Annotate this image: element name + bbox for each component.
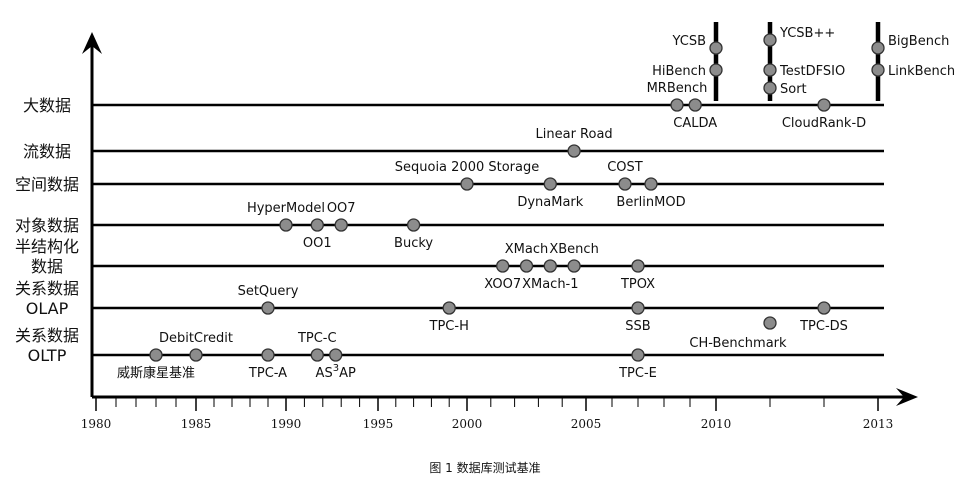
row-label-3: 对象数据 bbox=[15, 216, 79, 235]
benchmark-dot-tpc-ds bbox=[817, 301, 831, 315]
benchmark-label-bucky: Bucky bbox=[394, 236, 433, 251]
benchmark-label-ycsb: YCSB bbox=[672, 34, 706, 49]
benchmark-dot-linkbench bbox=[871, 63, 885, 77]
benchmark-label-tpc-c: TPC-C bbox=[297, 331, 337, 346]
benchmark-label-hibench: HiBench bbox=[652, 64, 706, 79]
x-tick-label-1990: 1990 bbox=[271, 417, 302, 431]
benchmark-dot-debitcredit bbox=[189, 348, 203, 362]
benchmark-label-testdfsio: TestDFSIO bbox=[779, 64, 845, 79]
benchmark-label-linkbench: LinkBench bbox=[888, 64, 955, 79]
benchmark-label-tpc-ds: TPC-DS bbox=[799, 319, 848, 334]
benchmark-dot-as-ap bbox=[329, 348, 343, 362]
benchmark-dot-sort bbox=[763, 81, 777, 95]
benchmark-label-cost: COST bbox=[607, 160, 643, 175]
row-label-0: 大数据 bbox=[23, 96, 71, 115]
benchmark-label-tpc-e: TPC-E bbox=[618, 366, 657, 381]
benchmark-dot-xbench bbox=[567, 259, 581, 273]
benchmark-dot-hibench bbox=[709, 63, 723, 77]
benchmark-dot-berlinmod bbox=[644, 177, 658, 191]
benchmark-dot-oo7 bbox=[334, 218, 348, 232]
benchmark-label-ycsb: YCSB++ bbox=[779, 26, 835, 41]
row-label-6-0: 关系数据 bbox=[15, 326, 79, 345]
benchmark-dot-xmach-1 bbox=[543, 259, 557, 273]
benchmark-dot-bucky bbox=[406, 218, 421, 232]
row-label-1: 流数据 bbox=[23, 142, 71, 161]
benchmark-dot-linear-road bbox=[567, 144, 581, 158]
x-tick-label-2005: 2005 bbox=[571, 417, 602, 431]
row-label-4-1: 数据 bbox=[31, 257, 63, 276]
benchmark-dot-tpc-h bbox=[442, 301, 456, 315]
benchmark-dot-ycsb bbox=[763, 33, 777, 47]
benchmark-label-xbench: XBench bbox=[549, 242, 598, 257]
benchmark-label-setquery: SetQuery bbox=[238, 284, 299, 299]
benchmark-dot-xmach bbox=[519, 259, 534, 273]
axes: 1980 1985 1990 1995 2000 2005 2010 2013 bbox=[81, 32, 918, 431]
x-tick-label-2010: 2010 bbox=[701, 417, 732, 431]
x-tick-label-2000: 2000 bbox=[452, 417, 483, 431]
benchmark-label-oo1: OO1 bbox=[303, 236, 332, 251]
benchmark-label-calda: CALDA bbox=[673, 116, 717, 131]
benchmark-dot-ssb bbox=[631, 301, 645, 315]
benchmark-label-tpox: TPOX bbox=[620, 277, 655, 292]
benchmark-label-sequoia-2000-storage: Sequoia 2000 Storage bbox=[395, 160, 540, 175]
x-tick-label-1995: 1995 bbox=[363, 417, 394, 431]
benchmark-dot-hypermodel bbox=[279, 218, 293, 232]
x-tick-label-2013: 2013 bbox=[863, 417, 894, 431]
benchmark-dot-dynamark bbox=[543, 177, 557, 191]
benchmark-dot-oo1 bbox=[310, 218, 324, 232]
x-axis-arrow bbox=[896, 388, 918, 406]
figure-caption: 图 1 数据库测试基准 bbox=[429, 460, 540, 475]
benchmark-label-berlinmod: BerlinMOD bbox=[616, 195, 685, 210]
benchmark-dot-testdfsio bbox=[763, 63, 777, 77]
benchmark-label-debitcredit: DebitCredit bbox=[159, 331, 233, 346]
row-label-4-0: 半结构化 bbox=[15, 237, 79, 256]
benchmark-dot-cost bbox=[618, 177, 632, 191]
benchmark-dot-bigbench bbox=[871, 41, 885, 55]
benchmark-label-oo7: OO7 bbox=[327, 201, 356, 216]
row-label-2: 空间数据 bbox=[15, 175, 79, 194]
benchmark-label-sort: Sort bbox=[780, 82, 807, 97]
benchmark-dot-ycsb bbox=[709, 41, 723, 55]
x-tick-label-1980: 1980 bbox=[81, 417, 112, 431]
benchmark-dot-calda bbox=[688, 98, 702, 112]
benchmark-label-tpc-a: TPC-A bbox=[248, 366, 287, 381]
benchmark-label-linear-road: Linear Road bbox=[536, 127, 613, 142]
benchmark-dot-item bbox=[149, 348, 163, 362]
benchmark-dot-tpox bbox=[631, 259, 645, 273]
benchmark-label-xoo7: XOO7 bbox=[484, 277, 521, 292]
x-tick-label-1985: 1985 bbox=[181, 417, 212, 431]
benchmark-label-mrbench: MRBench bbox=[647, 81, 708, 96]
benchmark-label-cloudrank-d: CloudRank-D bbox=[782, 116, 866, 131]
benchmark-label-xmach: XMach bbox=[505, 242, 548, 257]
benchmark-label-xmach-1: XMach-1 bbox=[522, 277, 578, 292]
benchmark-label-item: 威斯康星基准 bbox=[117, 365, 195, 381]
benchmark-dot-sequoia-2000-storage bbox=[460, 177, 474, 191]
benchmark-dot-setquery bbox=[261, 301, 275, 315]
benchmark-label-hypermodel: HyperModel bbox=[247, 201, 325, 216]
benchmark-marks: MRBench CALDA CloudRank-D Linear Road Sequoi… bbox=[117, 26, 955, 381]
benchmark-label-bigbench: BigBench bbox=[888, 34, 949, 49]
benchmark-label-as-ap: AS3AP bbox=[316, 363, 356, 381]
benchmark-label-tpc-h: TPC-H bbox=[429, 319, 469, 334]
benchmark-dot-tpc-c bbox=[310, 348, 324, 362]
y-axis-arrow bbox=[82, 32, 102, 54]
benchmark-dot-mrbench bbox=[670, 98, 684, 112]
row-lines bbox=[92, 103, 884, 357]
row-label-5-1: OLAP bbox=[26, 299, 69, 318]
benchmark-dot-cloudrank-d bbox=[817, 98, 831, 112]
benchmark-label-ch-benchmark: CH-Benchmark bbox=[689, 336, 787, 351]
benchmark-dot-tpc-a bbox=[261, 348, 275, 362]
row-label-6-1: OLTP bbox=[28, 346, 67, 365]
benchmark-label-dynamark: DynaMark bbox=[517, 195, 583, 210]
benchmark-dot-xoo7 bbox=[496, 259, 510, 273]
benchmark-label-ssb: SSB bbox=[625, 319, 650, 334]
benchmark-dot-ch-benchmark bbox=[763, 316, 777, 330]
row-label-5-0: 关系数据 bbox=[15, 279, 79, 298]
benchmark-dot-tpc-e bbox=[631, 348, 645, 362]
